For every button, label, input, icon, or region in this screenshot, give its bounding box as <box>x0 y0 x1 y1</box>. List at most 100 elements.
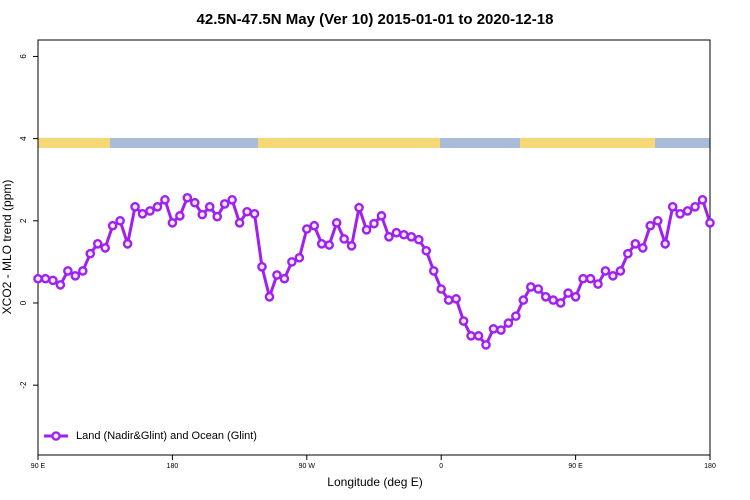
data-point <box>100 243 110 253</box>
data-point <box>361 225 372 235</box>
data-point <box>242 206 252 217</box>
data-point <box>130 202 140 212</box>
data-point <box>533 284 544 294</box>
data-point <box>339 234 349 244</box>
y-tick-label: 2 <box>19 218 28 223</box>
data-point <box>443 295 454 305</box>
land-segment <box>258 138 440 148</box>
x-axis-label: Longitude (deg E) <box>327 475 422 489</box>
data-point <box>436 284 447 294</box>
data-point <box>675 209 685 219</box>
data-point <box>78 266 88 276</box>
data-point <box>615 266 626 276</box>
data-point <box>481 340 491 350</box>
data-point <box>667 202 678 212</box>
data-point <box>413 234 424 245</box>
data-point <box>428 266 439 276</box>
legend-label: Land (Nadir&Glint) and Ocean (Glint) <box>76 430 257 442</box>
data-point <box>503 318 514 328</box>
data-point <box>182 192 193 203</box>
data-point <box>40 273 51 284</box>
data-point <box>145 206 155 216</box>
data-point <box>48 275 58 286</box>
surface-strip <box>38 138 710 148</box>
data-point <box>608 271 618 281</box>
data-point <box>92 239 103 249</box>
data-point <box>466 331 476 341</box>
data-point <box>399 229 409 240</box>
data-point <box>316 239 327 249</box>
data-point <box>63 266 73 276</box>
data-point <box>369 218 379 229</box>
data-point <box>421 245 432 256</box>
data-point <box>33 273 43 284</box>
data-point <box>331 218 342 228</box>
data-point <box>160 195 170 205</box>
data-point <box>578 273 588 284</box>
x-tick-label: 90 E <box>31 463 46 470</box>
y-tick-label: -2 <box>19 381 28 389</box>
data-point <box>697 195 708 205</box>
ocean-segment <box>110 138 258 148</box>
data-point <box>563 288 573 298</box>
data-point <box>249 209 260 219</box>
x-tick-label: 90 E <box>568 463 583 470</box>
data-point <box>152 202 163 212</box>
data-point <box>496 325 506 335</box>
y-tick-label: 4 <box>19 136 28 141</box>
data-point <box>227 195 237 205</box>
data-point <box>137 209 148 219</box>
data-point <box>175 211 185 221</box>
data-point <box>652 215 663 226</box>
data-point <box>630 239 641 249</box>
data-point <box>107 220 118 231</box>
y-tick-label: 6 <box>19 54 28 59</box>
data-point <box>324 240 335 250</box>
land-segment <box>520 138 655 148</box>
data-point <box>473 331 484 341</box>
data-point <box>272 270 282 280</box>
legend-marker <box>51 431 61 441</box>
data-point <box>122 239 133 249</box>
data-point <box>555 298 566 308</box>
data-point <box>705 218 715 228</box>
data-point <box>257 262 267 272</box>
data-point <box>384 232 394 242</box>
data-point <box>406 232 417 242</box>
data-point <box>264 292 275 302</box>
data-point <box>690 202 700 212</box>
data-point <box>212 211 222 222</box>
x-tick-label: 0 <box>439 463 443 470</box>
data-point <box>638 243 648 253</box>
data-point <box>518 295 529 305</box>
data-point <box>294 252 305 263</box>
land-segment <box>38 138 110 148</box>
data-point <box>234 218 245 228</box>
data-point <box>391 227 402 238</box>
chart-title: 42.5N-47.5N May (Ver 10) 2015-01-01 to 2… <box>197 11 554 28</box>
data-point <box>645 220 656 231</box>
x-tick-label: 90 W <box>299 463 316 470</box>
data-point <box>55 280 66 290</box>
x-tick-label: 180 <box>167 463 179 470</box>
y-tick-label: 0 <box>19 300 28 305</box>
data-point <box>682 206 693 216</box>
data-point <box>115 215 125 226</box>
data-point <box>540 292 551 302</box>
data-point <box>346 241 357 251</box>
data-point <box>219 199 230 209</box>
data-point <box>593 279 603 289</box>
data-point <box>660 239 671 249</box>
data-point <box>309 220 320 231</box>
data-point <box>204 202 215 212</box>
data-point <box>279 273 290 284</box>
data-point <box>600 266 611 276</box>
ocean-segment <box>655 138 710 148</box>
data-point <box>570 292 581 302</box>
data-point <box>451 294 461 304</box>
data-point <box>189 197 200 208</box>
x-tick-label: 180 <box>704 463 716 470</box>
data-point <box>287 257 297 267</box>
data-point <box>167 218 178 228</box>
